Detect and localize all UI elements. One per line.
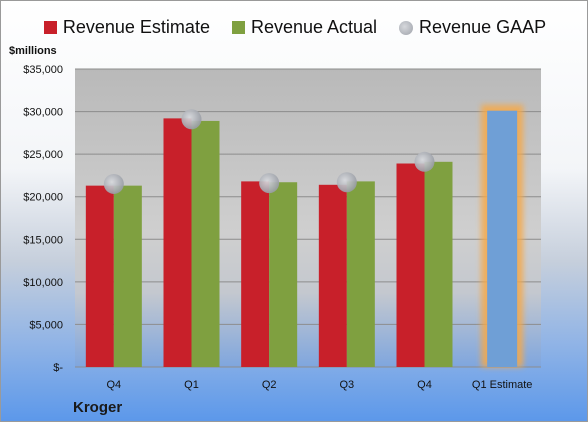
- x-axis: Q4 Q1 Q2 Q3 Q4 Q1 Estimate: [106, 379, 532, 391]
- y-tick-label: $10,000: [23, 277, 63, 289]
- y-tick-label: $30,000: [23, 107, 63, 119]
- bar-estimate: [318, 184, 347, 367]
- bar-projection: [487, 110, 518, 367]
- gaap-marker: [259, 173, 280, 194]
- legend-label-actual: Revenue Actual: [250, 17, 378, 37]
- y-tick-label: $5,000: [29, 319, 63, 331]
- gaap-marker: [414, 151, 435, 172]
- legend-label-estimate: Revenue Estimate: [62, 17, 210, 37]
- y-tick-label: $-: [53, 362, 63, 374]
- y-axis: $- $5,000 $10,000 $15,000 $20,000 $25,000 $30,…: [23, 64, 63, 374]
- bars: [85, 104, 524, 368]
- legend-swatch-actual: [231, 21, 245, 34]
- bar-actual: [113, 185, 142, 367]
- x-tick-label: Q1: [184, 379, 199, 391]
- gridlines: [75, 68, 541, 368]
- y-tick-label: $35,000: [23, 64, 63, 76]
- gaap-markers: [103, 109, 435, 194]
- legend-label-gaap: Revenue GAAP: [419, 17, 547, 37]
- company-label: Kroger: [73, 399, 123, 416]
- x-tick-label: Q4: [417, 379, 432, 391]
- legend-item-gaap: Revenue GAAP: [399, 17, 546, 38]
- legend-item-actual: Revenue Actual: [231, 17, 378, 38]
- legend: Revenue Estimate Revenue Actual Revenue …: [1, 17, 588, 38]
- x-tick-label: Q4: [106, 379, 121, 391]
- x-tick-label: Q2: [262, 379, 277, 391]
- bar-actual: [346, 181, 375, 367]
- bar-estimate: [163, 118, 192, 367]
- y-tick-label: $15,000: [23, 234, 63, 246]
- legend-swatch-estimate: [43, 21, 57, 34]
- y-tick-label: $25,000: [23, 149, 63, 161]
- gaap-marker: [336, 172, 357, 193]
- bar-estimate: [85, 185, 114, 367]
- y-tick-label: $20,000: [23, 192, 63, 204]
- x-tick-label: Q3: [339, 379, 354, 391]
- legend-item-estimate: Revenue Estimate: [43, 17, 210, 38]
- gaap-marker: [103, 173, 124, 194]
- bar-actual: [424, 161, 453, 367]
- x-tick-label: Q1 Estimate: [472, 379, 533, 391]
- bar-estimate: [396, 163, 425, 367]
- bar-actual: [191, 120, 220, 368]
- bar-estimate: [241, 181, 270, 367]
- gaap-marker: [181, 109, 202, 130]
- legend-swatch-gaap: [399, 20, 414, 35]
- units-label: $millions: [9, 45, 57, 57]
- bar-actual: [269, 182, 298, 367]
- plot-area: [75, 69, 541, 367]
